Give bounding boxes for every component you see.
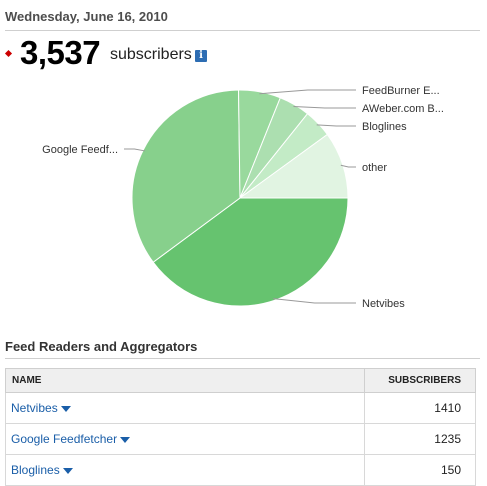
dropdown-caret-icon[interactable] bbox=[62, 467, 73, 474]
dropdown-caret-icon[interactable] bbox=[120, 436, 131, 443]
subscriber-label: subscribers bbox=[110, 46, 192, 63]
row-name-cell: Google Feedfetcher bbox=[5, 423, 365, 455]
pie-slice-label: Netvibes bbox=[362, 298, 405, 310]
subscriber-pie-chart: Netvibes Google Feedf... FeedBurner E... AW… bbox=[42, 85, 444, 310]
pie-slice[interactable] bbox=[152, 197, 349, 307]
table-row: Bloglines 150 bbox=[5, 454, 476, 486]
subscriber-count: 3,537 bbox=[20, 34, 101, 71]
feed-readers-table: NAME SUBSCRIBERS Netvibes 1410 Google Fe… bbox=[5, 368, 476, 486]
divider bbox=[5, 30, 480, 31]
pie-slice[interactable] bbox=[131, 89, 241, 263]
row-subscribers-value: 1410 bbox=[364, 392, 476, 424]
pie-slice[interactable] bbox=[238, 133, 349, 199]
table-row: Google Feedfetcher 1235 bbox=[5, 423, 476, 455]
row-name-cell: Netvibes bbox=[5, 392, 365, 424]
section-title: Feed Readers and Aggregators bbox=[5, 339, 198, 354]
table-row: Netvibes 1410 bbox=[5, 392, 476, 424]
column-header-subscribers[interactable]: SUBSCRIBERS bbox=[364, 368, 476, 393]
pie-slice-label: FeedBurner E... bbox=[362, 85, 440, 97]
pie-leader-line bbox=[340, 164, 356, 168]
row-name-link[interactable]: Bloglines bbox=[11, 463, 60, 477]
table-header-row: NAME SUBSCRIBERS bbox=[5, 368, 476, 393]
row-subscribers-value: 1235 bbox=[364, 423, 476, 455]
pie-leader-line bbox=[259, 89, 356, 95]
row-name-cell: Bloglines bbox=[5, 454, 365, 486]
pie-leader-line bbox=[293, 105, 356, 109]
pie-slice-label: Bloglines bbox=[362, 121, 407, 133]
date-header: Wednesday, June 16, 2010 bbox=[5, 9, 168, 24]
row-subscribers-value: 150 bbox=[364, 454, 476, 486]
pie-slice-label: Google Feedf... bbox=[42, 144, 118, 156]
row-name-link[interactable]: Google Feedfetcher bbox=[11, 432, 118, 446]
dropdown-caret-icon[interactable] bbox=[60, 405, 71, 412]
column-header-name[interactable]: NAME bbox=[5, 368, 365, 393]
row-name-link[interactable]: Netvibes bbox=[11, 401, 58, 415]
pie-slice-label: other bbox=[362, 162, 387, 174]
pie-slice-label: AWeber.com B... bbox=[362, 103, 444, 115]
pie-leader-line bbox=[273, 298, 356, 304]
pie-leader-line bbox=[316, 124, 356, 127]
trend-indicator-icon bbox=[4, 49, 13, 58]
info-icon[interactable]: i bbox=[195, 50, 207, 62]
divider bbox=[5, 358, 480, 359]
pie-leader-line bbox=[124, 148, 146, 152]
